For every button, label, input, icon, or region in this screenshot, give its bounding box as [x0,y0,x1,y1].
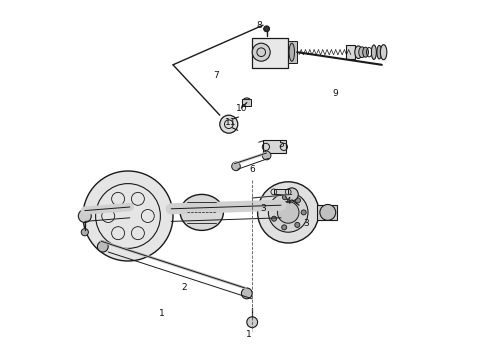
Bar [263,140,286,153]
Text: 10: 10 [236,104,247,113]
Bar [346,45,355,59]
Circle shape [247,317,258,328]
Ellipse shape [289,43,294,61]
Circle shape [295,222,300,228]
Circle shape [243,98,251,107]
Ellipse shape [359,47,365,58]
Ellipse shape [377,45,382,59]
Circle shape [272,203,277,208]
Ellipse shape [180,194,223,230]
Bar [274,189,288,194]
Circle shape [83,171,173,261]
Circle shape [295,198,300,203]
Circle shape [269,193,308,232]
Circle shape [282,195,288,200]
Text: 11: 11 [225,118,236,127]
Circle shape [242,288,252,299]
Ellipse shape [380,45,387,60]
Circle shape [78,210,91,222]
Text: 3: 3 [303,219,309,228]
Bar [288,41,297,63]
Text: 1: 1 [159,309,165,318]
Text: 8: 8 [257,21,262,30]
Text: 1: 1 [245,330,251,339]
Circle shape [271,216,276,221]
Text: 4: 4 [285,197,291,206]
Circle shape [252,43,270,61]
Circle shape [285,188,298,201]
Circle shape [258,182,319,243]
Circle shape [220,115,238,133]
Circle shape [262,151,271,160]
Bar [252,38,288,68]
Text: 3: 3 [260,204,266,213]
Circle shape [320,204,336,220]
Circle shape [81,229,88,236]
Ellipse shape [363,47,368,57]
Text: 7: 7 [213,71,219,80]
Text: 9: 9 [332,89,338,98]
Ellipse shape [355,46,362,59]
Circle shape [98,241,108,252]
Text: 5: 5 [278,140,284,149]
Circle shape [301,210,306,215]
Bar [242,99,251,106]
Ellipse shape [371,45,376,59]
Text: 6: 6 [249,165,255,174]
Text: 2: 2 [181,284,187,292]
Circle shape [264,26,270,32]
Bar [317,205,337,220]
Circle shape [282,225,287,230]
Circle shape [277,202,299,223]
Circle shape [232,162,240,171]
